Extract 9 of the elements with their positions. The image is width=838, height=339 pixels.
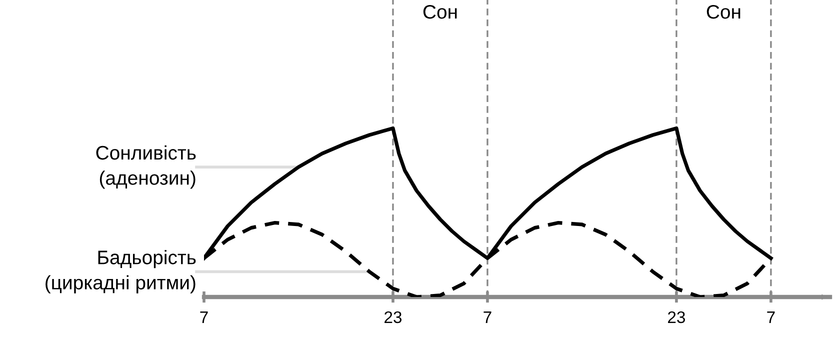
text: Сонливість (аденозин) bbox=[96, 145, 196, 189]
series-label: Бадьорість (циркадні ритми) bbox=[46, 250, 196, 294]
text: Сон bbox=[423, 4, 457, 19]
x-tick-label: 23 bbox=[668, 311, 685, 324]
x-tick-label: 7 bbox=[200, 312, 208, 323]
x-tick-label: 7 bbox=[767, 312, 775, 323]
x-tick-label: 7 bbox=[484, 312, 492, 323]
text: Сон bbox=[706, 4, 740, 19]
x-tick-label: 23 bbox=[384, 311, 402, 324]
